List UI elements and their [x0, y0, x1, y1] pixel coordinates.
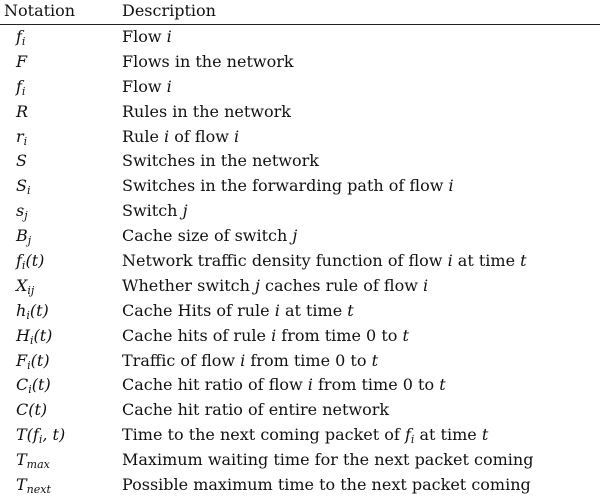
notation-description: Network traffic density function of flow… [122, 251, 527, 271]
table-body: fi Flow i F Flows in the network fi Flow i R Ru… [0, 25, 600, 498]
notation-description: Cache hit ratio of entire network [122, 400, 390, 420]
notation-symbol: Bj [16, 226, 32, 248]
notation-symbol: Tmax [16, 450, 50, 472]
notation-description: Maximum waiting time for the next packet… [122, 450, 534, 470]
notation-symbol: fi [16, 27, 26, 48]
notation-description: Traffic of flow i from time 0 to t [122, 350, 378, 370]
notation-description: Flow i [122, 76, 172, 96]
table-row: ri Rule i of flow i [0, 125, 600, 150]
notation-symbol: Fi(t) [16, 350, 50, 372]
notation-symbol: Tnext [16, 475, 51, 497]
table-row: Si Switches in the forwarding path of flo… [0, 174, 600, 199]
table-row: R Rules in the network [0, 100, 600, 125]
table-row: fi Flow i [0, 75, 600, 100]
notation-description: Flow i [122, 27, 172, 46]
notation-symbol: Si [16, 176, 31, 198]
notation-symbol: Ci(t) [16, 375, 51, 397]
notation-description: Whether switch j caches rule of flow i [122, 275, 429, 295]
table-row: fi(t) Network traffic density function of… [0, 249, 600, 274]
notation-symbol: Xij [16, 275, 35, 297]
notation-symbol: sj [16, 201, 28, 223]
table-row: T(fi, t) Time to the next coming packet o… [0, 423, 600, 448]
notation-symbol: C(t) [16, 400, 48, 420]
notation-description: Cache hit ratio of flow i from time 0 to… [122, 375, 446, 395]
notation-symbol: F [16, 51, 28, 71]
notation-description: Possible maximum time to the next packet… [122, 475, 531, 495]
notation-description: Switches in the network [122, 151, 319, 171]
table-row: S Switches in the network [0, 149, 600, 174]
table-row: Xij Whether switch j caches rule of flow … [0, 274, 600, 299]
table-header: Notation Description [0, 0, 600, 24]
notation-symbol: T(fi, t) [16, 425, 66, 447]
table-row: Tnext Possible maximum time to the next p… [0, 473, 600, 498]
table-row: F Flows in the network [0, 50, 600, 75]
notation-description: Cache hits of rule i from time 0 to t [122, 325, 409, 345]
table-row: hi(t) Cache Hits of rule i at time t [0, 299, 600, 324]
header-rule [0, 24, 600, 25]
notation-symbol: S [16, 151, 27, 171]
notation-description: Time to the next coming packet of fi at … [122, 425, 489, 447]
notation-description: Switches in the forwarding path of flow … [122, 176, 454, 196]
table-row: Tmax Maximum waiting time for the next pa… [0, 448, 600, 473]
notation-symbol: Hi(t) [16, 325, 53, 347]
table-row: Ci(t) Cache hit ratio of flow i from time… [0, 373, 600, 398]
notation-symbol: R [16, 101, 29, 121]
table-row: fi Flow i [0, 25, 600, 50]
notation-description: Switch j [122, 201, 188, 221]
table-row: Hi(t) Cache hits of rule i from time 0 to… [0, 324, 600, 349]
table-row: sj Switch j [0, 199, 600, 224]
table-row: Bj Cache size of switch j [0, 224, 600, 249]
table-row: C(t) Cache hit ratio of entire network [0, 398, 600, 423]
notation-description: Rule i of flow i [122, 126, 240, 146]
notation-description: Rules in the network [122, 101, 291, 121]
notation-symbol: hi(t) [16, 300, 49, 322]
notation-description: Flows in the network [122, 51, 294, 71]
notation-description: Cache size of switch j [122, 226, 298, 246]
notation-description: Cache Hits of rule i at time t [122, 300, 354, 320]
header-description: Description [122, 1, 216, 20]
header-notation: Notation [4, 1, 76, 20]
table-row: Fi(t) Traffic of flow i from time 0 to t [0, 349, 600, 374]
notation-symbol: fi(t) [16, 251, 45, 273]
notation-symbol: fi [16, 76, 26, 98]
notation-symbol: ri [16, 126, 28, 148]
